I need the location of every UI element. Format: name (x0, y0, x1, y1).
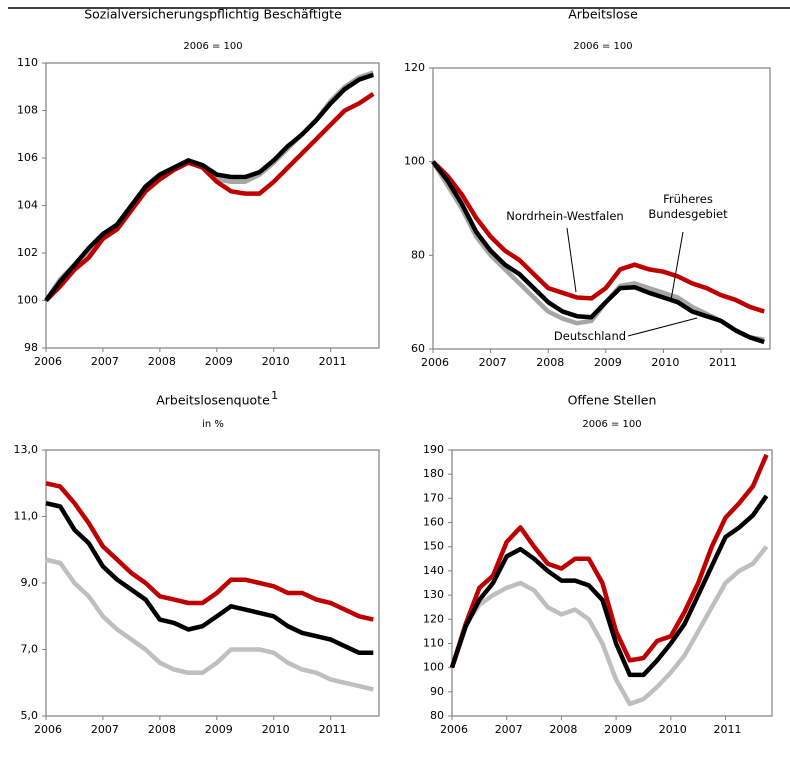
y-tick-label: 9,0 (21, 576, 39, 589)
series-line (431, 160, 765, 345)
y-tick-label: 106 (17, 151, 38, 164)
leader-line (627, 317, 698, 337)
y-tick-label: 170 (423, 491, 444, 504)
series-label: Früheres Bundesgebiet (648, 192, 728, 221)
series-line (44, 72, 375, 302)
y-tick-label: 13,0 (14, 443, 39, 456)
panel-subtitle: 2006 = 100 (573, 41, 632, 52)
y-tick-label: 160 (423, 516, 444, 529)
x-tick-label: 2010 (262, 723, 290, 736)
x-tick-label: 2008 (549, 723, 577, 736)
panel-title: Arbeitslose (568, 7, 638, 22)
x-tick-label: 2010 (262, 355, 290, 368)
y-tick-label: 11,0 (14, 510, 39, 523)
series-line (45, 557, 374, 692)
x-tick-label: 2006 (421, 356, 449, 369)
y-tick-label: 120 (423, 612, 444, 625)
y-tick-label: 100 (404, 155, 425, 168)
y-tick-label: 110 (423, 636, 444, 649)
panel-title: Offene Stellen (568, 393, 657, 408)
y-tick-label: 60 (411, 342, 425, 355)
x-tick-label: 2007 (91, 355, 119, 368)
x-tick-label: 2008 (148, 723, 176, 736)
y-tick-label: 140 (423, 564, 444, 577)
y-tick-label: 5,0 (21, 709, 39, 722)
series-line (45, 481, 374, 622)
x-tick-label: 2011 (709, 356, 737, 369)
panel-title: Arbeitslosenquote (156, 393, 270, 408)
leader-line (670, 231, 684, 301)
x-tick-label: 2009 (594, 356, 622, 369)
series-line (449, 494, 769, 678)
y-tick-label: 108 (17, 104, 38, 117)
series-line (44, 92, 375, 303)
series-line (431, 160, 765, 314)
leader-line (566, 227, 577, 293)
plot-frame (45, 449, 380, 717)
y-tick-label: 180 (423, 467, 444, 480)
series-label: Deutschland (553, 329, 627, 343)
x-tick-label: 2010 (659, 723, 687, 736)
series-line (449, 545, 769, 707)
y-tick-label: 80 (411, 248, 425, 261)
x-tick-label: 2008 (148, 355, 176, 368)
y-tick-label: 98 (24, 341, 38, 354)
x-tick-label: 2006 (34, 723, 62, 736)
x-tick-label: 2009 (604, 723, 632, 736)
panel-subtitle: 2006 = 100 (582, 419, 641, 430)
y-tick-label: 150 (423, 540, 444, 553)
footnote-mark: 1 (271, 389, 278, 402)
x-tick-label: 2007 (479, 356, 507, 369)
y-tick-label: 90 (430, 685, 444, 698)
y-tick-label: 110 (17, 56, 38, 69)
x-tick-label: 2011 (319, 355, 347, 368)
y-tick-label: 7,0 (21, 643, 39, 656)
series-line (45, 501, 374, 656)
y-tick-label: 80 (430, 709, 444, 722)
x-tick-label: 2007 (495, 723, 523, 736)
plot-frame (451, 449, 773, 717)
x-tick-label: 2010 (651, 356, 679, 369)
series-label: Nordrhein-Westfalen (506, 209, 624, 223)
x-tick-label: 2009 (205, 355, 233, 368)
y-tick-label: 100 (17, 294, 38, 307)
x-tick-label: 2006 (34, 355, 62, 368)
y-tick-label: 190 (423, 443, 444, 456)
x-tick-label: 2006 (440, 723, 468, 736)
y-tick-label: 120 (404, 61, 425, 74)
x-tick-label: 2008 (536, 356, 564, 369)
y-tick-label: 104 (17, 199, 38, 212)
plot-frame (432, 67, 771, 350)
series-line (449, 453, 769, 669)
series-line (44, 70, 375, 302)
x-tick-label: 2009 (205, 723, 233, 736)
panel-subtitle: in % (202, 419, 224, 430)
x-tick-label: 2007 (91, 723, 119, 736)
x-tick-label: 2011 (319, 723, 347, 736)
y-tick-label: 102 (17, 246, 38, 259)
x-tick-label: 2011 (714, 723, 742, 736)
panel-subtitle: 2006 = 100 (183, 41, 242, 52)
panel-title: Sozialversicherungspflichtig Beschäftigt… (84, 7, 342, 22)
y-tick-label: 130 (423, 588, 444, 601)
y-tick-label: 100 (423, 661, 444, 674)
